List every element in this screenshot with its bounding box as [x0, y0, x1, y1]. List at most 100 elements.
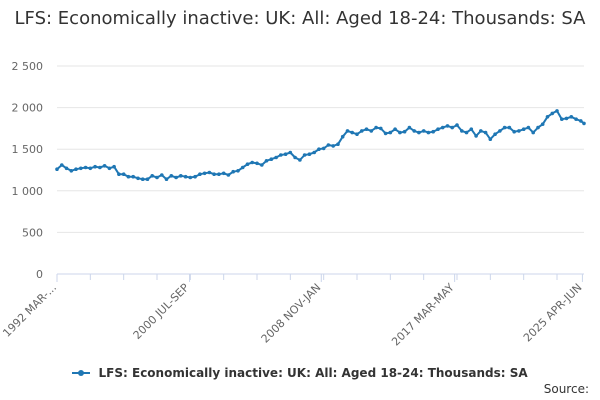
data-point[interactable]: [355, 132, 359, 136]
data-point[interactable]: [55, 167, 59, 171]
data-point[interactable]: [202, 171, 207, 176]
data-point[interactable]: [160, 173, 164, 177]
data-point[interactable]: [464, 130, 469, 135]
data-point[interactable]: [460, 129, 464, 133]
data-point[interactable]: [198, 172, 202, 176]
data-point[interactable]: [502, 125, 507, 130]
data-point[interactable]: [293, 155, 297, 160]
data-point[interactable]: [350, 130, 355, 135]
data-point[interactable]: [221, 171, 226, 176]
data-point[interactable]: [564, 116, 569, 121]
data-point[interactable]: [412, 129, 417, 133]
data-point[interactable]: [121, 172, 126, 176]
data-point[interactable]: [240, 165, 245, 170]
data-point[interactable]: [279, 153, 283, 157]
data-point[interactable]: [112, 164, 116, 169]
data-point[interactable]: [226, 173, 231, 177]
data-point[interactable]: [540, 122, 545, 126]
series-line[interactable]: [56, 109, 585, 181]
data-point[interactable]: [183, 174, 188, 179]
data-point[interactable]: [60, 163, 64, 167]
data-point[interactable]: [493, 132, 497, 136]
data-point[interactable]: [88, 166, 93, 171]
data-point[interactable]: [179, 174, 183, 178]
data-point[interactable]: [312, 150, 317, 155]
data-point[interactable]: [117, 172, 121, 176]
data-point[interactable]: [560, 117, 564, 121]
data-point[interactable]: [74, 167, 78, 171]
data-point[interactable]: [169, 174, 174, 178]
data-point[interactable]: [98, 165, 102, 170]
data-point[interactable]: [545, 115, 550, 119]
data-point[interactable]: [407, 125, 412, 130]
data-point[interactable]: [326, 143, 331, 147]
data-point[interactable]: [231, 169, 235, 174]
data-point[interactable]: [369, 129, 374, 133]
data-point[interactable]: [193, 174, 197, 179]
data-point[interactable]: [531, 130, 535, 135]
data-point[interactable]: [250, 160, 254, 165]
data-point[interactable]: [264, 159, 269, 163]
data-point[interactable]: [445, 124, 450, 128]
data-point[interactable]: [450, 125, 455, 130]
data-point[interactable]: [245, 162, 250, 166]
data-point[interactable]: [207, 170, 212, 175]
data-point[interactable]: [374, 125, 378, 130]
data-point[interactable]: [536, 125, 540, 130]
data-point[interactable]: [340, 134, 345, 139]
data-point[interactable]: [393, 127, 397, 131]
data-point[interactable]: [307, 152, 312, 156]
data-point[interactable]: [217, 172, 221, 176]
data-point[interactable]: [283, 152, 288, 156]
data-point[interactable]: [298, 158, 302, 162]
data-point[interactable]: [398, 130, 402, 135]
data-point[interactable]: [574, 117, 578, 121]
data-point[interactable]: [126, 174, 131, 179]
data-point[interactable]: [93, 164, 97, 169]
data-point[interactable]: [64, 166, 69, 171]
data-point[interactable]: [569, 115, 574, 119]
data-point[interactable]: [136, 176, 140, 181]
data-point[interactable]: [131, 174, 135, 179]
data-point[interactable]: [488, 137, 493, 141]
data-point[interactable]: [555, 109, 559, 113]
data-point[interactable]: [479, 129, 483, 133]
data-point[interactable]: [321, 146, 326, 151]
data-point[interactable]: [102, 164, 107, 168]
data-point[interactable]: [579, 119, 583, 123]
data-point[interactable]: [345, 129, 350, 133]
data-point[interactable]: [426, 130, 431, 135]
data-point[interactable]: [383, 131, 388, 136]
data-point[interactable]: [164, 177, 169, 181]
data-point[interactable]: [255, 161, 259, 166]
data-point[interactable]: [582, 121, 586, 126]
data-point[interactable]: [469, 127, 474, 131]
data-point[interactable]: [388, 130, 393, 135]
data-point[interactable]: [260, 163, 264, 167]
data-point[interactable]: [150, 174, 154, 178]
data-point[interactable]: [474, 134, 478, 138]
data-point[interactable]: [364, 127, 369, 131]
data-point[interactable]: [512, 129, 516, 134]
data-point[interactable]: [550, 111, 555, 116]
data-point[interactable]: [236, 169, 240, 173]
data-point[interactable]: [455, 123, 459, 127]
data-point[interactable]: [107, 166, 112, 171]
data-point[interactable]: [421, 129, 426, 133]
data-point[interactable]: [174, 175, 178, 180]
data-point[interactable]: [317, 147, 321, 151]
data-point[interactable]: [402, 129, 407, 134]
data-point[interactable]: [521, 127, 526, 131]
data-point[interactable]: [302, 153, 307, 157]
data-point[interactable]: [517, 129, 521, 133]
data-point[interactable]: [498, 129, 502, 133]
data-point[interactable]: [274, 155, 278, 160]
data-point[interactable]: [83, 165, 88, 170]
legend[interactable]: LFS: Economically inactive: UK: All: Age…: [0, 366, 600, 380]
data-point[interactable]: [331, 144, 336, 148]
data-point[interactable]: [483, 130, 488, 135]
data-point[interactable]: [69, 169, 74, 173]
data-point[interactable]: [379, 126, 383, 131]
data-point[interactable]: [188, 175, 193, 180]
data-point[interactable]: [431, 129, 436, 134]
